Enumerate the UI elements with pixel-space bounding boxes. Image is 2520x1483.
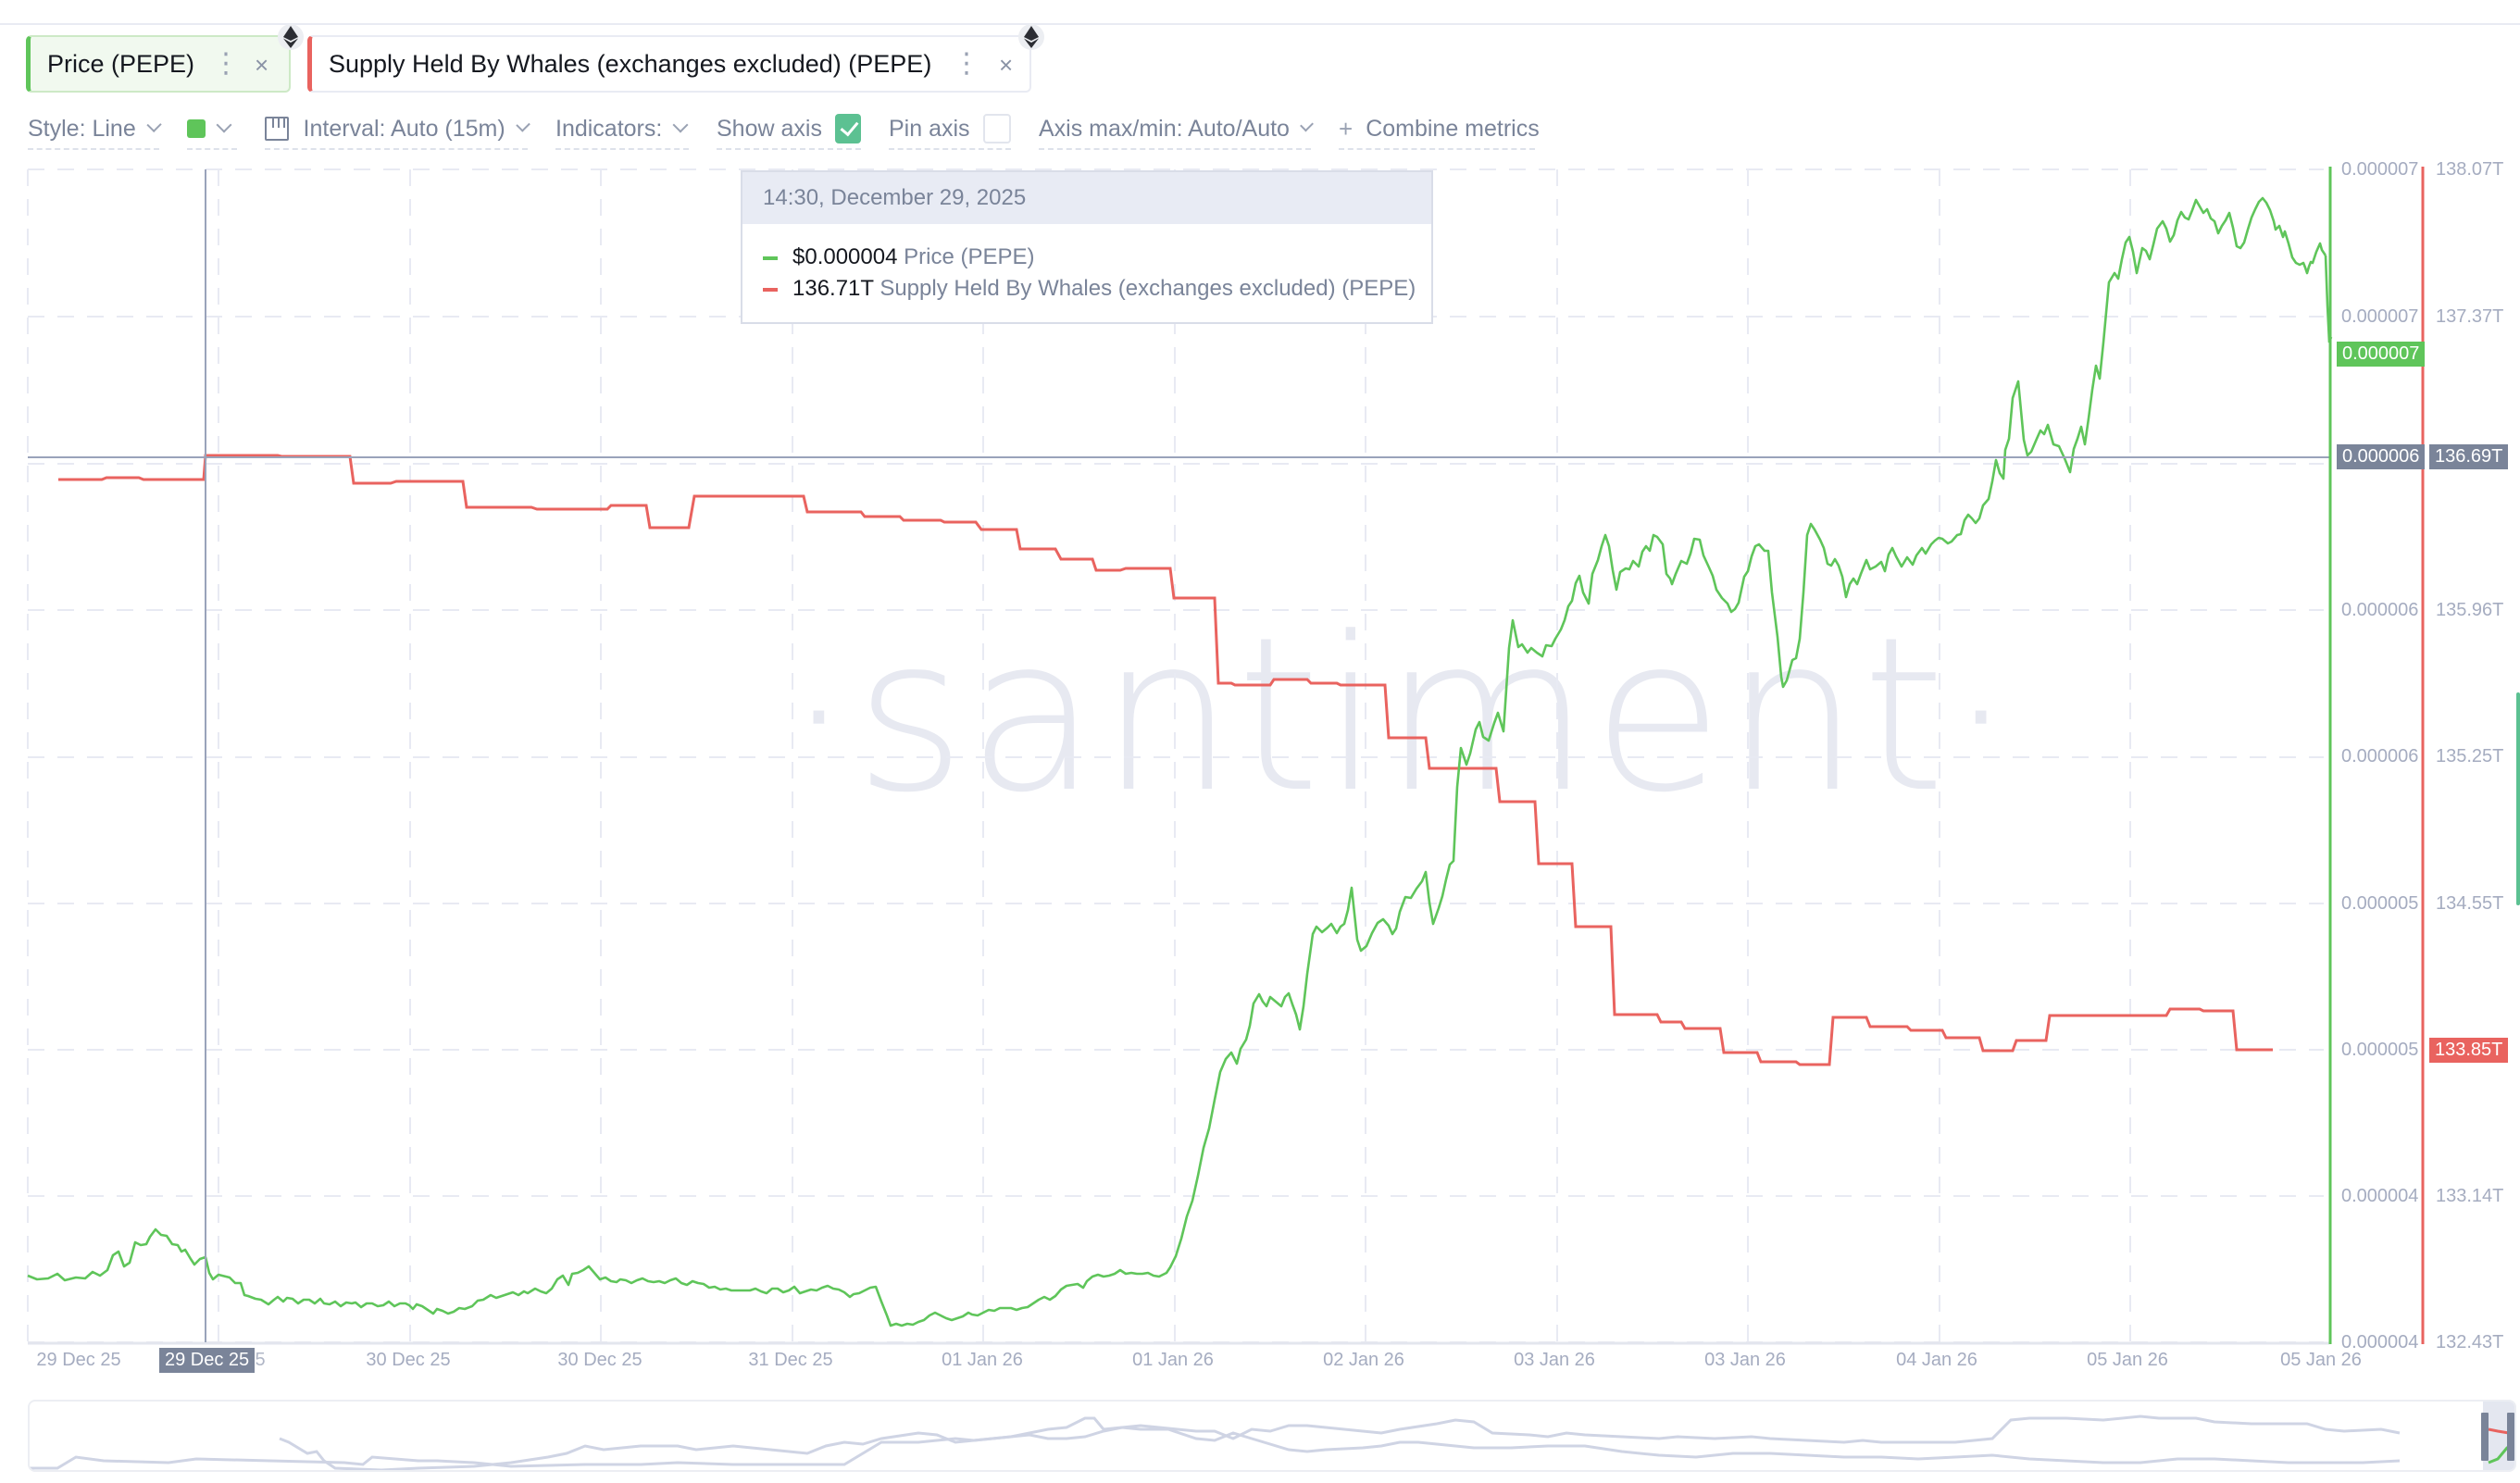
crosshair-supply-badge: 136.69T	[2429, 444, 2509, 469]
color-swatch	[187, 119, 206, 138]
axis-maxmin-label: Axis max/min: Auto/Auto	[1039, 115, 1290, 142]
pin-axis-checkbox[interactable]	[982, 114, 1011, 143]
tooltip-row-price: $0.000004 Price (PEPE)	[763, 244, 1035, 270]
tooltip-value: $0.000004	[792, 244, 898, 269]
price-last-value-badge: 0.000007	[2337, 342, 2426, 367]
x-axis-tick: 05 Jan 26	[2280, 1350, 2362, 1370]
supply-axis-tick: 135.25T	[2436, 746, 2504, 766]
x-axis-tick: 01 Jan 26	[1132, 1350, 1214, 1370]
plus-icon: +	[1339, 114, 1354, 143]
price-axis-tick: 0.000006	[2341, 600, 2419, 620]
interval-dropdown[interactable]: Interval: Auto (15m)	[265, 109, 530, 150]
legend-dash-icon	[763, 255, 778, 260]
supply-last-value-badge: 133.85T	[2429, 1038, 2509, 1063]
axis-maxmin-dropdown[interactable]: Axis max/min: Auto/Auto	[1039, 109, 1314, 150]
pin-axis-label: Pin axis	[889, 115, 970, 142]
x-axis-tick: 03 Jan 26	[1704, 1350, 1786, 1370]
santiment-watermark: ·santiment·	[785, 592, 2017, 840]
price-axis-tick: 0.000005	[2341, 893, 2419, 914]
close-icon[interactable]: ×	[255, 51, 269, 79]
combine-metrics-button[interactable]: + Combine metrics	[1339, 109, 1540, 150]
x-axis-tick: 31 Dec 25	[748, 1350, 833, 1370]
x-axis-tick: 30 Dec 25	[366, 1350, 451, 1370]
crosshair-price-badge: 0.000006	[2337, 444, 2426, 469]
x-axis-tick: 04 Jan 26	[1896, 1350, 1977, 1370]
combine-metrics-label: Combine metrics	[1366, 115, 1540, 142]
supply-axis-tick: 135.96T	[2436, 600, 2504, 620]
x-axis-tick: 05 Jan 26	[2087, 1350, 2168, 1370]
series-price-line	[27, 196, 2327, 1327]
x-axis-tick: 03 Jan 26	[1514, 1350, 1595, 1370]
vertical-dots-icon[interactable]: ⋮	[212, 48, 240, 79]
ruler-icon	[265, 117, 289, 141]
price-axis-tick: 0.000007	[2341, 159, 2419, 180]
supply-axis-tick: 133.14T	[2436, 1186, 2504, 1206]
top-divider	[0, 23, 2520, 25]
series-supply-whales-line	[58, 454, 2273, 1066]
price-axis-tick: 0.000006	[2341, 746, 2419, 766]
legend-dash-icon	[763, 287, 778, 292]
hover-tooltip: 14:30, December 29, 2025 $0.000004 Price…	[741, 170, 1433, 324]
supply-axis-tick: 132.43T	[2436, 1332, 2504, 1352]
pin-axis-toggle[interactable]: Pin axis	[889, 109, 1011, 150]
supply-axis-tick: 134.55T	[2436, 893, 2504, 914]
vertical-dots-icon[interactable]: ⋮	[953, 48, 980, 79]
indicators-label: Indicators:	[555, 115, 663, 142]
crosshair-date-badge: 29 Dec 25	[159, 1348, 256, 1373]
x-axis-tick: 01 Jan 26	[942, 1350, 1023, 1370]
show-axis-toggle[interactable]: Show axis	[717, 109, 861, 150]
tooltip-date: 14:30, December 29, 2025	[742, 172, 1431, 224]
navigator-preview	[30, 1414, 2401, 1470]
metric-chip-price[interactable]: Price (PEPE) ⋮ ×	[26, 24, 304, 93]
tooltip-value: 136.71T	[792, 276, 874, 301]
supply-axis-tick: 138.07T	[2436, 159, 2504, 180]
metric-chip-label: Supply Held By Whales (exchanges exclude…	[329, 49, 932, 78]
tooltip-metric-name: Price (PEPE)	[904, 244, 1035, 269]
color-dropdown[interactable]	[187, 109, 237, 150]
grid-lines	[27, 168, 2324, 1343]
x-axis-tick: 29 Dec 25	[36, 1350, 121, 1370]
navigator-left-handle[interactable]	[2481, 1413, 2489, 1461]
style-dropdown[interactable]: Style: Line	[28, 109, 162, 150]
price-axis-tick: 0.000004	[2341, 1186, 2419, 1206]
tooltip-metric-name: Supply Held By Whales (exchanges exclude…	[880, 276, 1416, 301]
price-axis-tick: 0.000004	[2341, 1332, 2419, 1352]
tooltip-row-supply: 136.71T Supply Held By Whales (exchanges…	[763, 276, 1416, 302]
style-label: Style: Line	[28, 115, 136, 142]
supply-axis-tick: 137.37T	[2436, 306, 2504, 327]
x-axis-tick: 02 Jan 26	[1323, 1350, 1404, 1370]
metric-chip-supply-whales[interactable]: Supply Held By Whales (exchanges exclude…	[307, 24, 1044, 93]
close-icon[interactable]: ×	[999, 51, 1014, 79]
navigator-right-handle[interactable]	[2507, 1413, 2514, 1461]
ethereum-icon	[1018, 24, 1044, 50]
range-navigator[interactable]	[28, 1400, 2516, 1472]
price-axis-tick: 0.000005	[2341, 1040, 2419, 1060]
metric-chip-label: Price (PEPE)	[47, 49, 195, 78]
interval-label: Interval: Auto (15m)	[303, 115, 505, 142]
show-axis-checkbox[interactable]	[834, 114, 861, 143]
indicators-dropdown[interactable]: Indicators:	[555, 109, 689, 150]
show-axis-label: Show axis	[717, 115, 822, 142]
ethereum-icon	[278, 24, 304, 50]
price-axis-tick: 0.000007	[2341, 306, 2419, 327]
x-axis-tick: 30 Dec 25	[557, 1350, 642, 1370]
vertical-scroll-indicator[interactable]	[2516, 692, 2520, 905]
